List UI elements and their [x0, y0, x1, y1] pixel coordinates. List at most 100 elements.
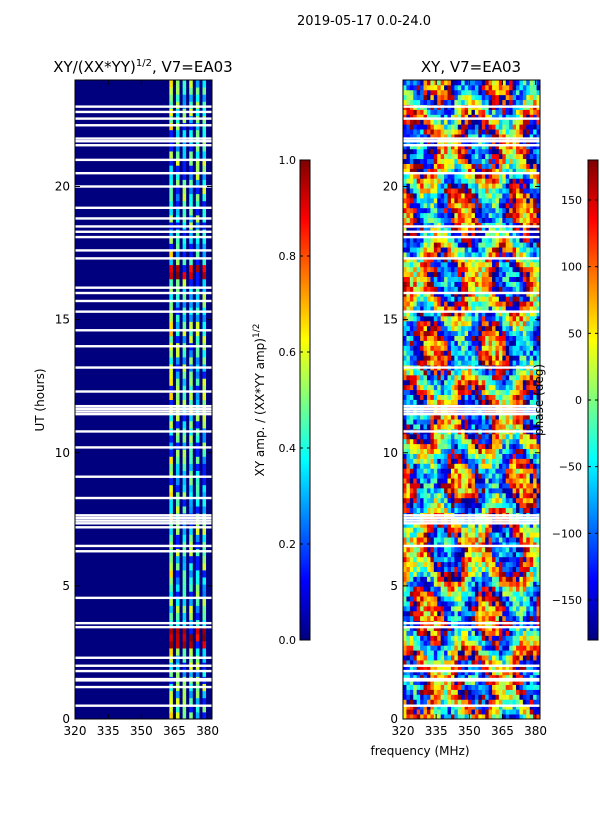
- right-cell: [437, 552, 441, 557]
- right-cell: [417, 449, 421, 454]
- right-cell: [403, 252, 407, 257]
- right-cell: [434, 286, 438, 291]
- right-cell: [530, 262, 534, 267]
- right-cell: [516, 611, 520, 616]
- right-cell: [468, 360, 472, 365]
- right-cell: [413, 395, 417, 400]
- right-cell: [489, 434, 493, 439]
- right-cell: [403, 483, 407, 488]
- right-cell: [444, 586, 448, 591]
- right-cell: [485, 645, 489, 650]
- right-cell: [485, 606, 489, 611]
- right-cell: [485, 331, 489, 336]
- right-cell: [492, 537, 496, 542]
- right-cell: [499, 527, 503, 532]
- right-cell: [413, 296, 417, 301]
- left-cell: [176, 485, 180, 493]
- right-cell: [519, 552, 523, 557]
- left-cell: [176, 378, 180, 386]
- right-cell: [403, 557, 407, 562]
- right-cell: [516, 267, 520, 272]
- left-cell: [202, 463, 206, 471]
- right-cell: [448, 493, 452, 498]
- left-cell: [202, 357, 206, 365]
- right-cell: [475, 586, 479, 591]
- right-cell: [413, 252, 417, 257]
- right-cell: [454, 458, 458, 463]
- right-cell: [461, 631, 465, 636]
- right-cell: [465, 277, 469, 282]
- right-cell: [509, 375, 513, 380]
- right-cell: [437, 503, 441, 508]
- right-cell: [410, 586, 414, 591]
- right-cell: [461, 434, 465, 439]
- right-cell: [530, 690, 534, 695]
- right-cell: [451, 454, 455, 459]
- right-cell: [437, 699, 441, 704]
- right-cell: [533, 218, 537, 223]
- right-cell: [513, 694, 517, 699]
- right-cell: [410, 601, 414, 606]
- right-cell: [516, 321, 520, 326]
- right-cell: [434, 532, 438, 537]
- right-cell: [430, 635, 434, 640]
- right-cell: [444, 468, 448, 473]
- right-cell: [526, 596, 530, 601]
- right-cell: [420, 296, 424, 301]
- right-cell: [489, 463, 493, 468]
- right-cell: [454, 488, 458, 493]
- right-cell: [410, 503, 414, 508]
- left-flagged-row: [75, 390, 212, 392]
- right-cell: [530, 493, 534, 498]
- right-cell: [489, 282, 493, 287]
- right-cell: [413, 527, 417, 532]
- right-cell: [465, 503, 469, 508]
- right-cell: [523, 586, 527, 591]
- right-cell: [485, 601, 489, 606]
- right-cell: [417, 468, 421, 473]
- right-cell: [509, 498, 513, 503]
- right-cell: [454, 355, 458, 360]
- left-cell: [202, 321, 206, 329]
- right-cell: [506, 242, 510, 247]
- right-cell: [413, 537, 417, 542]
- right-cell: [444, 508, 448, 513]
- right-cell: [489, 301, 493, 306]
- right-cell: [478, 218, 482, 223]
- right-cell: [465, 606, 469, 611]
- right-cell: [461, 424, 465, 429]
- right-cell: [461, 326, 465, 331]
- right-cell: [526, 685, 530, 690]
- right-cell: [424, 296, 428, 301]
- left-cell: [189, 314, 193, 322]
- right-cell: [533, 326, 537, 331]
- right-cell: [441, 694, 445, 699]
- right-cell: [526, 336, 530, 341]
- right-cell: [410, 699, 414, 704]
- right-cell: [495, 611, 499, 616]
- right-cell: [495, 483, 499, 488]
- right-cell: [513, 463, 517, 468]
- left-cell: [169, 272, 173, 280]
- right-cell: [420, 301, 424, 306]
- right-cell: [489, 576, 493, 581]
- right-cell: [513, 444, 517, 449]
- right-cell: [526, 203, 530, 208]
- right-cell: [451, 567, 455, 572]
- right-cell: [516, 400, 520, 405]
- right-cell: [461, 277, 465, 282]
- right-cell: [427, 655, 431, 660]
- right-cell: [458, 424, 462, 429]
- right-cell: [485, 193, 489, 198]
- right-cell: [403, 498, 407, 503]
- right-cell: [519, 557, 523, 562]
- right-cell: [475, 606, 479, 611]
- right-cell: [444, 380, 448, 385]
- right-cell: [468, 444, 472, 449]
- right-cell: [430, 247, 434, 252]
- right-cell: [406, 498, 410, 503]
- right-cell: [523, 685, 527, 690]
- right-cell: [427, 660, 431, 665]
